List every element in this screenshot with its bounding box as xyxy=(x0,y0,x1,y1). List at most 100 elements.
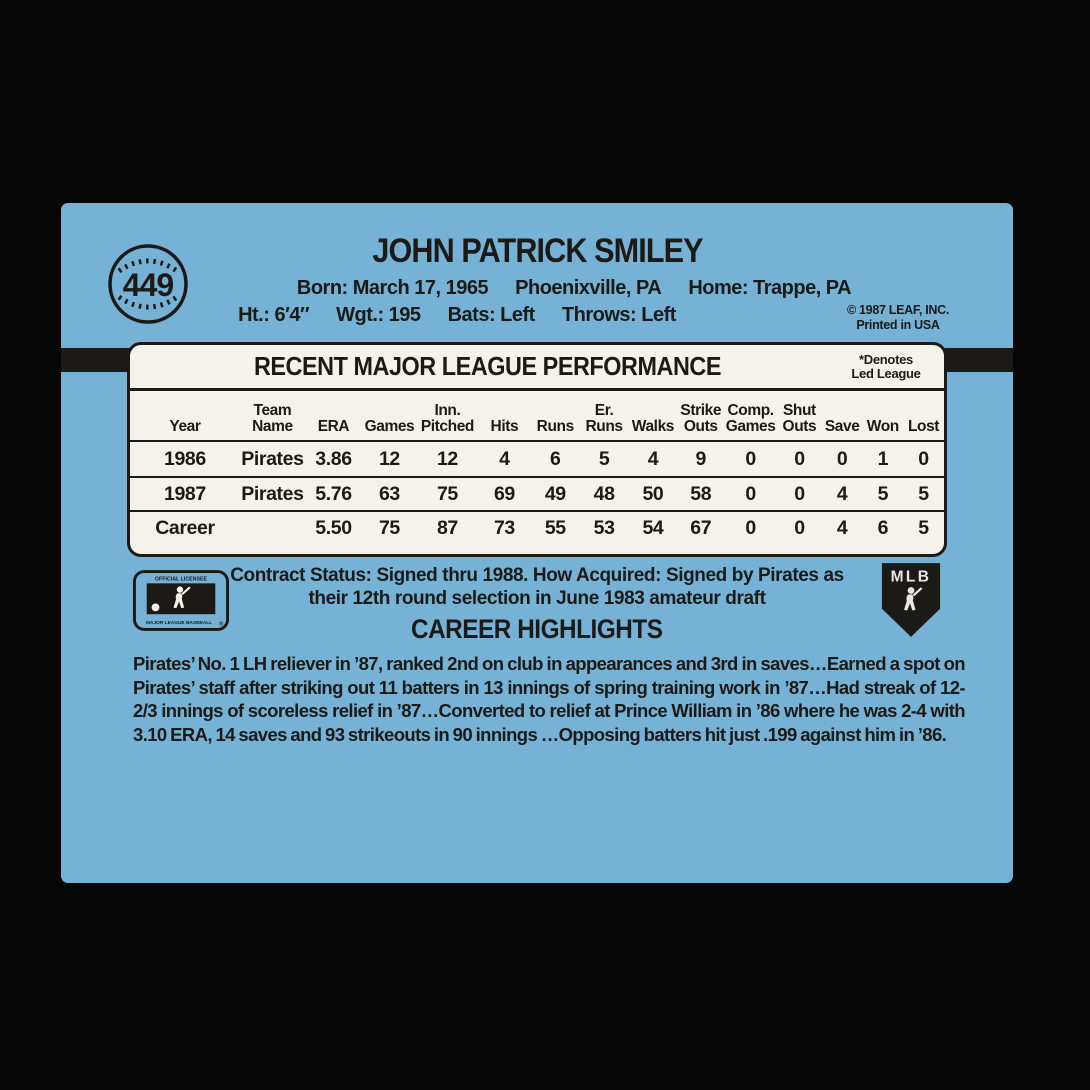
stat-cell: 0 xyxy=(794,516,805,539)
performance-panel: RECENT MAJOR LEAGUE PERFORMANCE *Denotes… xyxy=(127,342,947,557)
col-header-games: Games xyxy=(364,418,415,435)
copyright-line-1: © 1987 LEAF, INC. xyxy=(846,303,949,317)
stat-cell: 6 xyxy=(877,516,889,539)
stat-cell: 0 xyxy=(745,482,756,505)
stat-cell: 53 xyxy=(593,516,615,539)
col-header-team-name: Team Name xyxy=(252,402,293,435)
bio-height: Ht.: 6′4″ xyxy=(238,304,310,326)
stat-cell: 0 xyxy=(836,447,848,470)
stat-cell: 0 xyxy=(794,482,805,505)
stat-cell: 1 xyxy=(877,447,889,470)
stat-cell: 54 xyxy=(642,516,664,539)
stat-cell: 5.50 xyxy=(315,516,352,539)
stat-cell: 5.76 xyxy=(315,482,352,505)
performance-header: RECENT MAJOR LEAGUE PERFORMANCE *Denotes… xyxy=(130,345,944,391)
stat-cell: 5 xyxy=(918,482,929,505)
stat-cell: 58 xyxy=(690,482,712,505)
stat-cell: 0 xyxy=(794,447,805,470)
col-header-er-runs: Er. Runs xyxy=(585,402,624,435)
stat-cell: 4 xyxy=(836,482,848,505)
baseball-card-back: 449 JOHN PATRICK SMILEY Born: March 17, … xyxy=(61,203,1013,883)
stat-cell: 5 xyxy=(877,482,889,505)
col-header-walks: Walks xyxy=(631,418,675,435)
stat-cell: 50 xyxy=(642,482,664,505)
mlb-official-licensee-logo: OFFICIAL LICENSEE MAJOR LEAGUE BASEBALL … xyxy=(132,570,230,631)
official-licensee-text: OFFICIAL LICENSEE xyxy=(155,576,208,582)
bio-born: Born: March 17, 1965 xyxy=(296,277,489,299)
denotes-line-1: *Denotes xyxy=(859,352,913,367)
table-row-1987: 1987 Pirates 5.76 63 75 69 49 48 50 58 0… xyxy=(130,476,944,510)
stat-cell: 9 xyxy=(695,447,707,470)
stat-cell: 55 xyxy=(544,516,566,539)
table-row-1986: 1986 Pirates 3.86 12 12 4 6 5 4 9 0 0 0 … xyxy=(130,442,944,476)
stat-cell: 0 xyxy=(745,516,756,539)
col-header-comp-games: Comp. Games xyxy=(725,402,776,435)
col-header-strike-outs: Strike Outs xyxy=(680,402,722,435)
stat-cell: 75 xyxy=(378,516,400,539)
bio-throws: Throws: Left xyxy=(561,304,677,326)
baseball-icon: 449 xyxy=(108,244,188,324)
table-row-career: Career 5.50 75 87 73 55 53 54 67 0 0 4 6… xyxy=(130,510,944,544)
bio-bats: Bats: Left xyxy=(447,304,536,326)
stat-cell: 6 xyxy=(550,447,561,470)
col-header-inn-pitched: Inn. Pitched xyxy=(420,402,475,435)
stat-cell: Career xyxy=(155,516,215,539)
col-header-era: ERA xyxy=(317,418,350,435)
stat-cell: 5 xyxy=(918,516,929,539)
stat-cell: 75 xyxy=(436,482,458,505)
copyright-line-2: Printed in USA xyxy=(856,318,940,332)
stat-cell: 12 xyxy=(378,447,400,470)
stat-cell: 69 xyxy=(493,482,515,505)
mlbpa-shield-logo: MLB xyxy=(881,563,941,637)
major-league-baseball-text: MAJOR LEAGUE BASEBALL xyxy=(146,620,212,626)
col-header-won: Won xyxy=(866,418,899,435)
contract-line-1: Contract Status: Signed thru 1988. How A… xyxy=(230,565,844,586)
baseball-stitch-bottom xyxy=(117,294,179,310)
stat-cell: 3.86 xyxy=(315,447,352,470)
col-header-hits: Hits xyxy=(490,418,519,435)
bio-line-1: Born: March 17, 1965 Phoenixville, PA Ho… xyxy=(135,277,1013,300)
col-header-runs: Runs xyxy=(536,418,575,435)
bio-line-2: Ht.: 6′4″ Wgt.: 195 Bats: Left Throws: L… xyxy=(61,304,853,327)
table-header-row: Year Team Name ERA Games Inn. Pitched Hits… xyxy=(130,391,944,442)
baseball-stitch-top xyxy=(117,258,179,274)
player-name: JOHN PATRICK SMILEY xyxy=(61,232,1013,271)
stat-cell: 0 xyxy=(745,447,756,470)
bio-home: Home: Trappe, PA xyxy=(688,277,852,299)
contract-status: Contract Status: Signed thru 1988. How A… xyxy=(221,564,853,610)
stat-cell: 0 xyxy=(918,447,929,470)
col-header-year: Year xyxy=(169,418,201,435)
stat-cell: 5 xyxy=(598,447,610,470)
stat-cell: 67 xyxy=(690,516,712,539)
stat-cell: 1987 xyxy=(164,482,206,505)
card-number: 449 xyxy=(123,267,174,303)
col-header-save: Save xyxy=(824,418,860,435)
bio-weight: Wgt.: 195 xyxy=(336,304,421,326)
performance-title: RECENT MAJOR LEAGUE PERFORMANCE xyxy=(253,351,721,381)
denotes-line-2: Led League xyxy=(851,365,921,381)
stat-cell: 48 xyxy=(593,482,615,505)
bio-birthplace: Phoenixville, PA xyxy=(515,277,662,299)
career-highlights-body: Pirates’ No. 1 LH reliever in ’87, ranke… xyxy=(133,653,966,745)
stat-cell: Pirates xyxy=(241,447,304,470)
denotes-note: *Denotes Led League xyxy=(834,353,938,380)
contract-line-2: their 12th round selection in June 1983 … xyxy=(308,588,766,609)
baseball-dot-icon xyxy=(151,603,160,612)
stat-cell: 4 xyxy=(836,516,848,539)
stat-cell: 4 xyxy=(647,447,659,470)
mlb-shield-label: MLB xyxy=(891,569,932,586)
registered-mark: ® xyxy=(219,620,224,627)
col-header-lost: Lost xyxy=(907,418,940,435)
stat-cell: 73 xyxy=(493,516,515,539)
stat-cell: 63 xyxy=(378,482,400,505)
stat-cell: 12 xyxy=(436,447,458,470)
career-highlights-title: CAREER HIGHLIGHTS xyxy=(411,614,663,644)
col-header-shut-outs: Shut Outs xyxy=(782,402,817,435)
copyright-notice: © 1987 LEAF, INC. Printed in USA xyxy=(847,303,949,333)
stat-cell: 49 xyxy=(544,482,566,505)
stat-cell: 4 xyxy=(499,447,510,470)
stat-cell: 87 xyxy=(436,516,458,539)
stat-cell: 1986 xyxy=(164,447,206,470)
player-name-text: JOHN PATRICK SMILEY xyxy=(371,232,703,270)
